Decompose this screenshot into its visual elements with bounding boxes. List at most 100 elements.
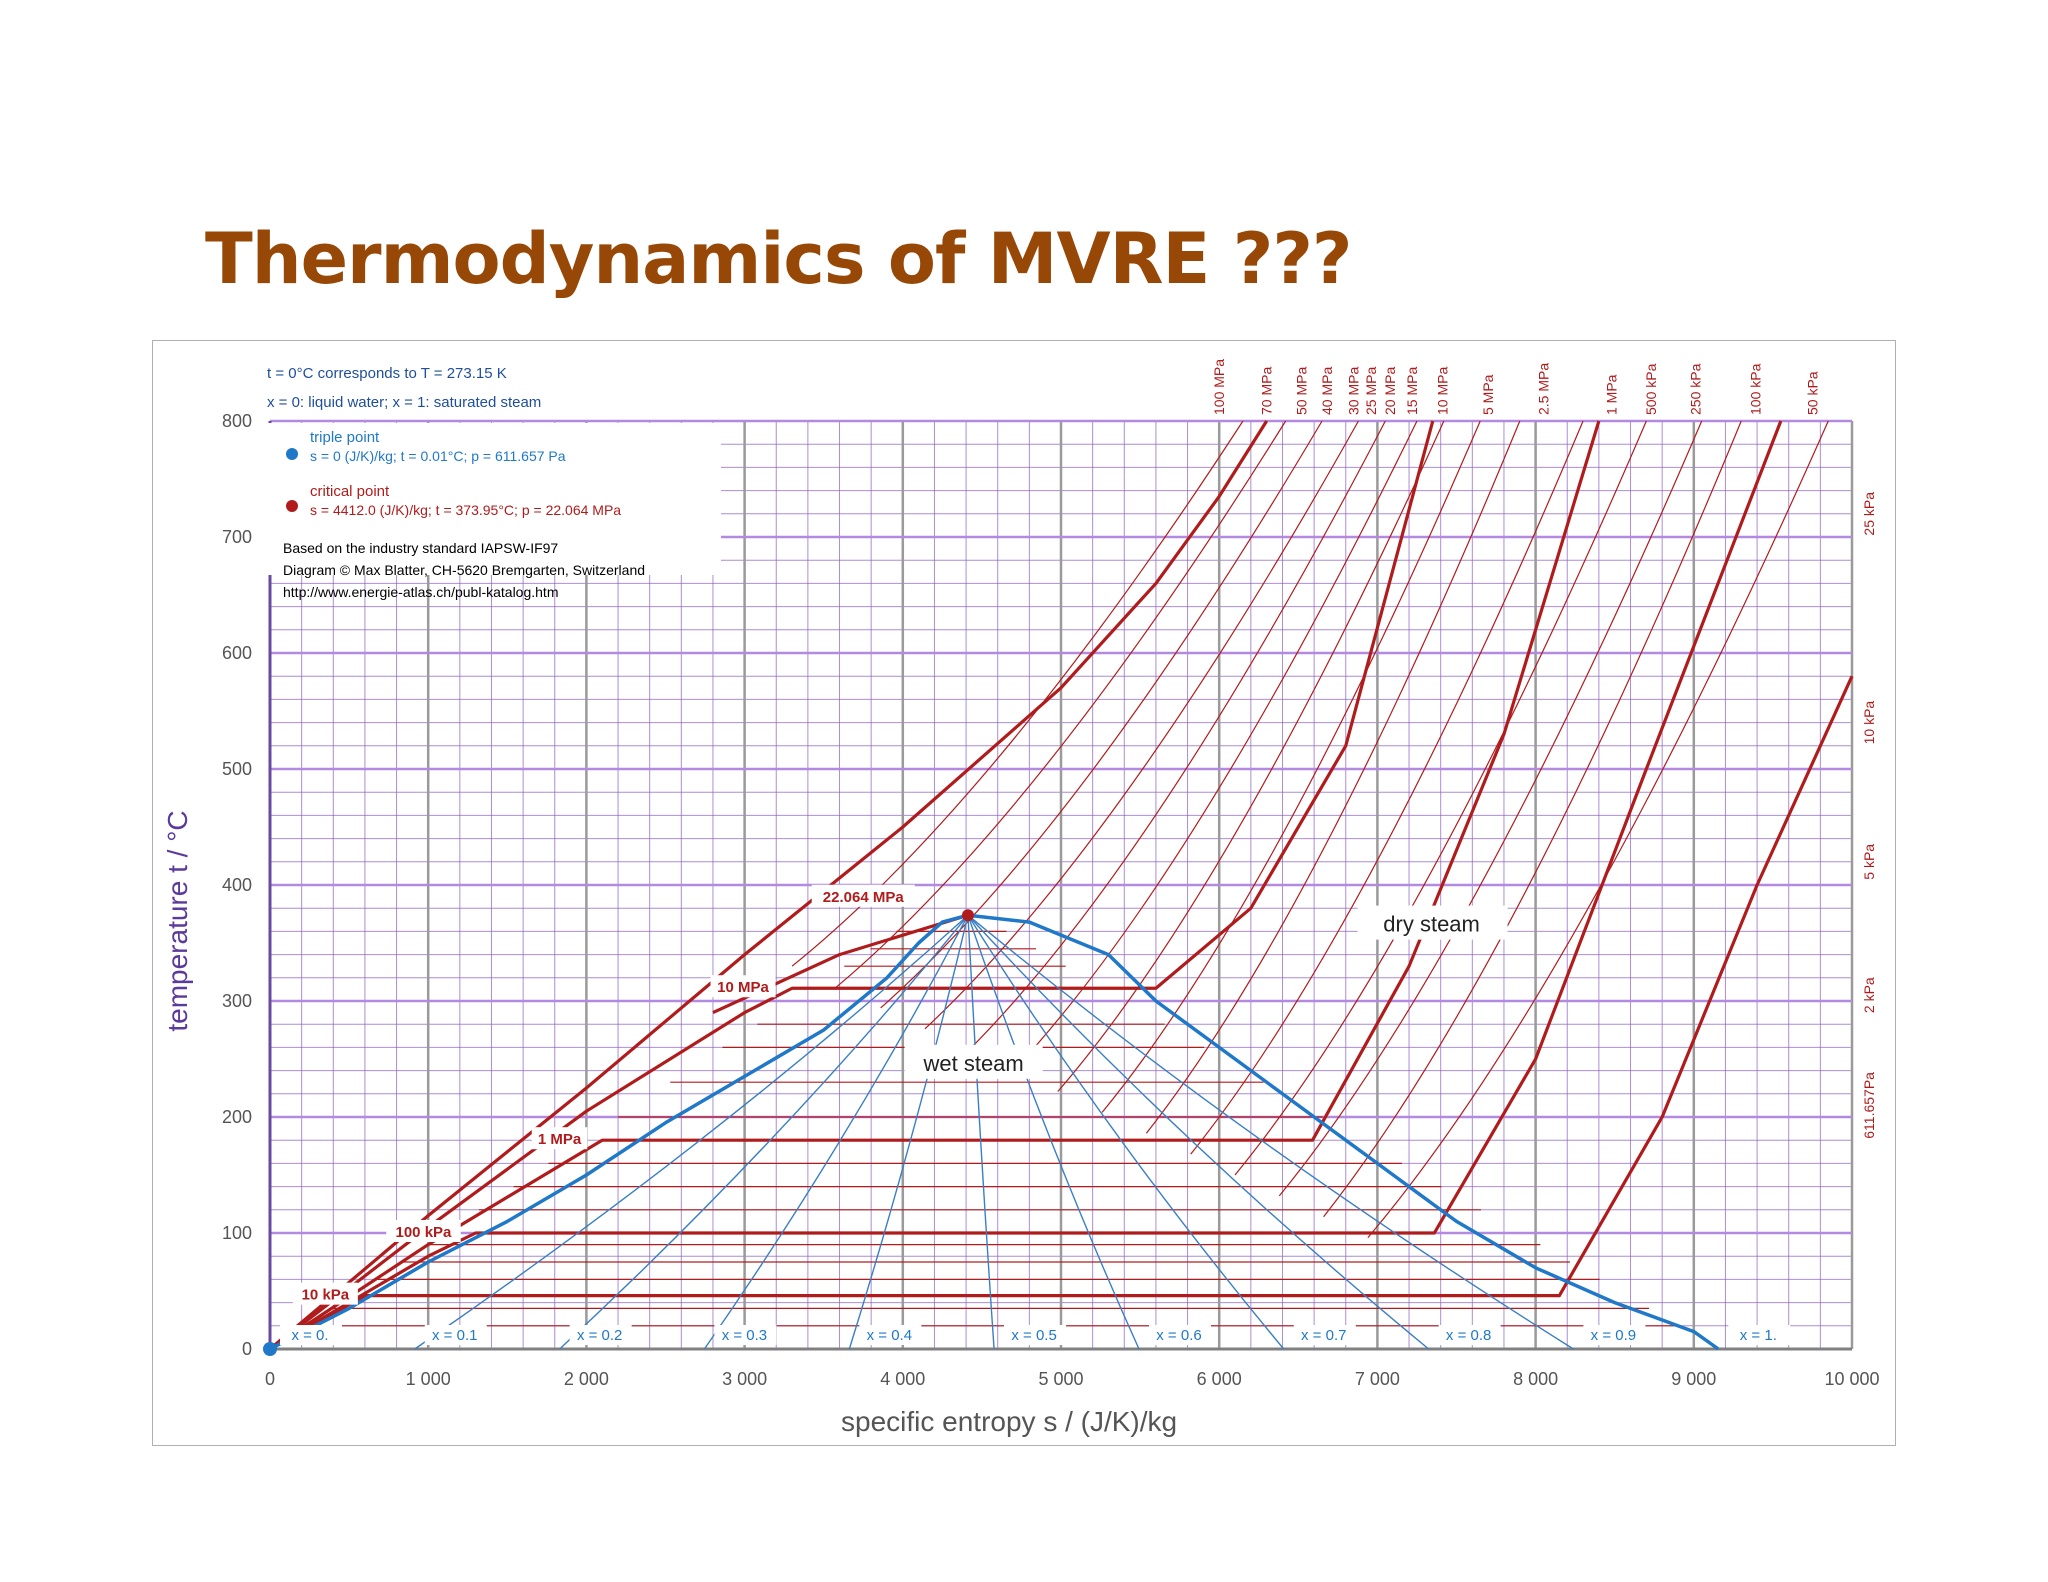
- quality-label-bg: [714, 1325, 777, 1345]
- isobar-major: [712, 913, 969, 1015]
- x-tick-label: 1 000: [406, 1369, 451, 1389]
- isobar-top-label: 50 MPa: [1293, 367, 1309, 415]
- y-tick-label: 200: [222, 1107, 252, 1127]
- quality-label-bg: [859, 1325, 922, 1345]
- isobar-top-label: 70 MPa: [1259, 367, 1275, 415]
- quality-label: x = 0.6: [1156, 1327, 1201, 1344]
- quality-line: [848, 915, 969, 1350]
- isobar-top-label: 100 MPa: [1211, 359, 1227, 415]
- x-tick-label: 3 000: [722, 1369, 767, 1389]
- quality-label-bg: [280, 1325, 342, 1345]
- axes: [268, 421, 1852, 1351]
- isobar-major: [269, 420, 1601, 1351]
- isobar-thin: [1145, 420, 1521, 1134]
- quality-label-bg: [1728, 1325, 1791, 1345]
- isobar-major: [268, 420, 1269, 1351]
- isobar-major: [269, 420, 1435, 1351]
- triple-point-dot: [263, 1341, 277, 1356]
- source-note-2: Diagram © Max Blatter, CH-5620 Bremgarte…: [283, 562, 645, 578]
- x-tick-label: 6 000: [1197, 1369, 1242, 1389]
- isobar-thin: [1013, 420, 1418, 1072]
- note-quality: x = 0: liquid water; x = 1: saturated st…: [267, 394, 541, 411]
- isobar-top-label: 500 kPa: [1643, 363, 1659, 415]
- critical-point-dot: [961, 909, 974, 922]
- isobar-top-label: 10 MPa: [1434, 367, 1450, 415]
- critical-point-values: s = 4412.0 (J/K)/kg; t = 373.95°C; p = 2…: [310, 502, 621, 518]
- dry-steam-label-bg: [1357, 905, 1508, 940]
- isobar-top-label: 5 MPa: [1480, 374, 1496, 415]
- quality-label: x = 0.3: [722, 1327, 767, 1344]
- isobar-dome-label: 10 kPa: [302, 1287, 350, 1304]
- quality-label: x = 0.: [291, 1327, 328, 1344]
- y-tick-label: 700: [222, 527, 252, 547]
- quality-label-bg: [569, 1325, 632, 1345]
- isobar-top-label: 15 MPa: [1404, 367, 1420, 415]
- isobar-right-label: 5 kPa: [1861, 844, 1877, 880]
- legend-box: triple point s = 0 (J/K)/kg; t = 0.01°C;…: [265, 423, 721, 600]
- isobar-right-label: 611.657Pa: [1861, 1072, 1877, 1139]
- isobar-dome-label-bg: [386, 1220, 461, 1242]
- isobar-top-label: 20 MPa: [1382, 367, 1398, 415]
- isobar-dome-label: 1 MPa: [538, 1131, 582, 1148]
- quality-label-bg: [1293, 1325, 1356, 1345]
- slide-title: Thermodynamics of MVRE ???: [205, 218, 1353, 300]
- y-tick-label: 400: [222, 875, 252, 895]
- isobar-thin: [1057, 420, 1445, 1092]
- quality-label: x = 0.9: [1591, 1327, 1636, 1344]
- critical-point-label: critical point: [310, 483, 390, 500]
- annotations: x = 0. x = 0.1 x = 0.2 x = 0.3 x = 0.4 x = 0.…: [280, 359, 1877, 1345]
- quality-label-bg: [1004, 1325, 1067, 1345]
- y-tick-label: 800: [222, 411, 252, 431]
- isobar-top-label: 250 kPa: [1687, 363, 1703, 415]
- isobar-dome-label: 10 MPa: [717, 979, 769, 996]
- y-tick-label: 300: [222, 991, 252, 1011]
- dry-steam-label: dry steam: [1383, 912, 1480, 937]
- x-tick-label: 10 000: [1824, 1369, 1879, 1389]
- isobar-top-label: 25 MPa: [1363, 367, 1379, 415]
- quality-label: x = 0.4: [867, 1327, 912, 1344]
- quality-line: [559, 914, 969, 1350]
- x-tick-label: 0: [265, 1369, 275, 1389]
- isobar-thin: [1234, 420, 1647, 1176]
- y-tick-label: 600: [222, 643, 252, 663]
- isobar-major: [269, 420, 1783, 1351]
- isobar-right-label: 25 kPa: [1861, 492, 1877, 536]
- y-tick-label: 0: [242, 1339, 252, 1359]
- quality-label-bg: [1438, 1325, 1501, 1345]
- isobar-top-label: 100 kPa: [1747, 363, 1763, 415]
- x-tick-label: 8 000: [1513, 1369, 1558, 1389]
- quality-line: [967, 915, 995, 1350]
- ts-diagram: 0 1 000 2 000 3 000 4 000 5 000 6 000 7 000 8 00…: [162, 359, 1880, 1437]
- saturation-dome: [263, 909, 1720, 1356]
- note-celsius-kelvin: t = 0°C corresponds to T = 273.15 K: [267, 365, 507, 382]
- triple-point-marker: [286, 448, 298, 460]
- isobar-top-label: 2.5 MPa: [1536, 363, 1552, 415]
- x-tick-label: 7 000: [1355, 1369, 1400, 1389]
- y-axis-label: temperature t / °C: [162, 810, 193, 1031]
- quality-label-bg: [424, 1325, 487, 1345]
- quality-line: [703, 914, 969, 1350]
- quality-line: [414, 914, 969, 1350]
- isobar-top-label: 1 MPa: [1604, 374, 1620, 415]
- quality-label: x = 1.: [1740, 1327, 1777, 1344]
- x-tick-label: 9 000: [1671, 1369, 1716, 1389]
- isobar-thin: [924, 420, 1359, 1030]
- isobar-right-label: 10 kPa: [1861, 701, 1877, 745]
- source-note-1: Based on the industry standard IAPSW-IF9…: [283, 540, 558, 556]
- isobar-top-label: 40 MPa: [1319, 367, 1335, 415]
- isobar-top-label: 50 kPa: [1804, 371, 1820, 415]
- x-tick-label: 5 000: [1038, 1369, 1083, 1389]
- wet-steam-label-bg: [904, 1044, 1043, 1079]
- y-tick-label: 100: [222, 1223, 252, 1243]
- quality-line: [967, 914, 1574, 1350]
- isobar-dome-label-bg: [710, 975, 776, 998]
- critical-point-marker: [286, 500, 298, 512]
- isobar-thin: [1101, 420, 1481, 1113]
- isobar-thin: [791, 420, 1244, 967]
- isobar-thin: [1367, 420, 1829, 1239]
- isobar-right-label: 2 kPa: [1861, 977, 1877, 1013]
- triple-point-label: triple point: [310, 429, 380, 446]
- legend-bg: [265, 423, 721, 575]
- isobar-dome-label-bg: [531, 1127, 588, 1150]
- isobar-thin: [880, 420, 1323, 1009]
